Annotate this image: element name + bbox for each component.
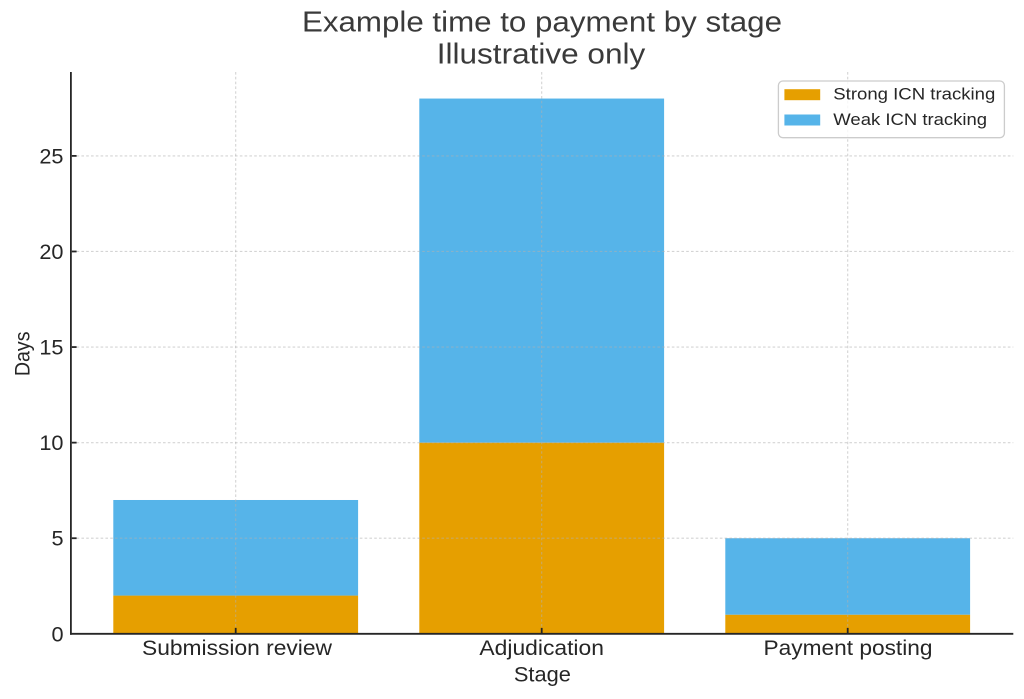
svg-text:5: 5 [51,526,63,551]
svg-text:0: 0 [51,621,63,646]
svg-text:Adjudication: Adjudication [479,635,604,660]
svg-text:25: 25 [39,143,63,168]
svg-text:10: 10 [39,430,63,455]
svg-text:Submission review: Submission review [142,635,332,660]
svg-text:Weak ICN tracking: Weak ICN tracking [833,111,987,129]
svg-text:15: 15 [39,335,63,360]
svg-text:Days: Days [10,331,35,376]
svg-text:Example time to payment by sta: Example time to payment by stage [302,7,782,39]
svg-text:Illustrative only: Illustrative only [437,39,646,71]
svg-text:20: 20 [39,239,63,264]
svg-text:Payment posting: Payment posting [764,635,933,660]
svg-text:Stage: Stage [514,662,571,687]
svg-text:Strong ICN tracking: Strong ICN tracking [833,86,995,104]
